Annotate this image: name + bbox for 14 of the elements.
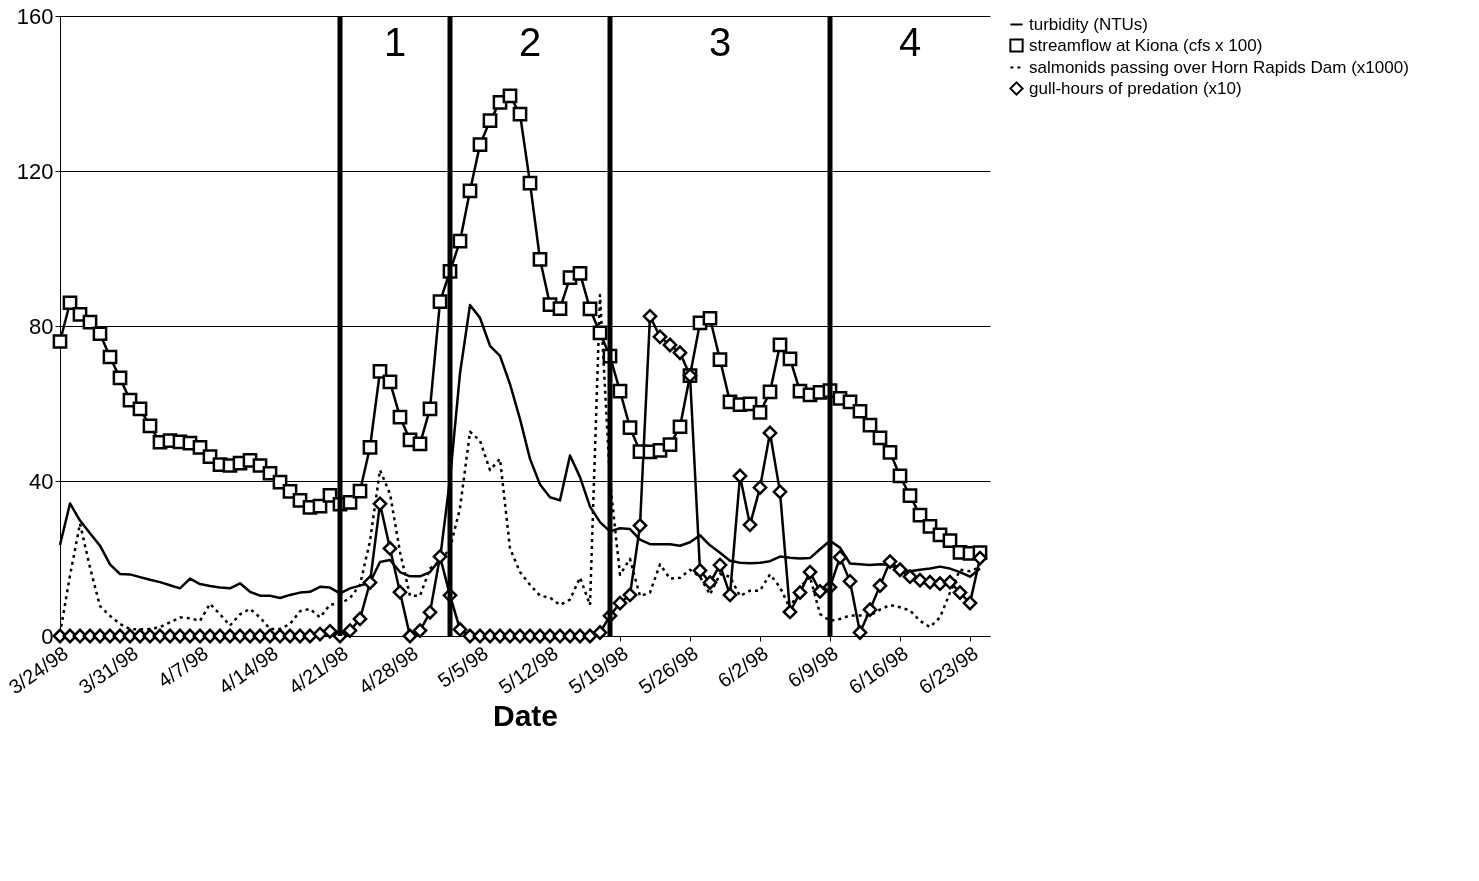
legend-label: gull-hours of predation (x10) bbox=[1029, 78, 1242, 98]
legend-label: streamflow at Kiona (cfs x 100) bbox=[1029, 35, 1263, 55]
y-tick-label: 0 bbox=[41, 623, 54, 649]
y-tick-label: 80 bbox=[29, 313, 54, 339]
y-tick-label: 40 bbox=[29, 468, 54, 494]
y-tick-label: 120 bbox=[16, 158, 54, 184]
legend-label: turbidity (NTUs) bbox=[1029, 14, 1149, 34]
y-tick-label: 160 bbox=[16, 3, 54, 29]
annotation: 2 bbox=[518, 20, 542, 64]
x-axis-title: Date bbox=[492, 699, 559, 733]
annotation: 3 bbox=[708, 20, 732, 64]
annotation: 1 bbox=[383, 20, 407, 64]
annotation: 4 bbox=[898, 20, 922, 64]
legend-label: salmonids passing over Horn Rapids Dam (x1000) bbox=[1029, 57, 1409, 77]
